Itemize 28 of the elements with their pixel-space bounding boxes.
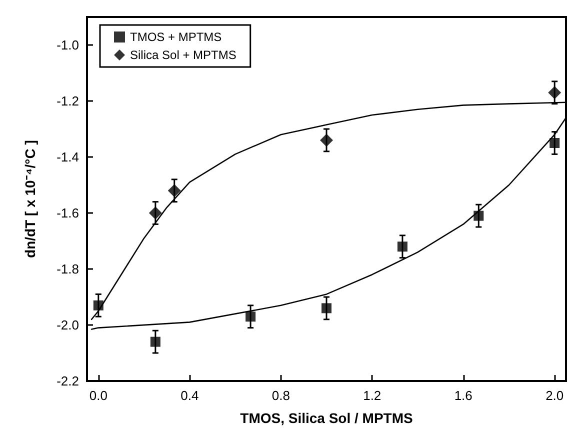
y-tick-label: -2.0 [56,318,79,332]
x-axis-title: TMOS, Silica Sol / MPTMS [240,410,413,426]
point [150,336,160,347]
y-tick-label: -1.4 [56,150,79,164]
y-tick-label: -1.2 [56,94,79,108]
point [322,303,332,314]
x-tick-label: 0.0 [89,388,108,403]
x-tick-label: 0.8 [272,388,290,403]
x-tick-label: 0.4 [180,388,199,403]
point [168,184,181,198]
x-tick-label: 1.6 [454,388,472,403]
point [474,210,484,221]
legend-label: TMOS + MPTMS [130,30,222,44]
point [397,242,408,252]
point [246,312,256,322]
x-tick-label: 1.2 [363,388,382,403]
y-tick-label: -1.6 [56,206,79,220]
y-tick-label: -1.0 [56,38,79,52]
point [93,300,104,310]
legend-label: Silica Sol + MPTMS [130,48,236,62]
point [548,86,562,100]
point [148,206,162,220]
y-tick-label: -1.8 [56,262,79,276]
point [550,138,560,148]
point [320,134,333,147]
y-axis-title: dn/dT [ x 10⁻⁴/°C ] [22,140,38,258]
y-tick-label: -2.2 [56,374,79,388]
x-tick-label: 2.0 [546,388,564,403]
